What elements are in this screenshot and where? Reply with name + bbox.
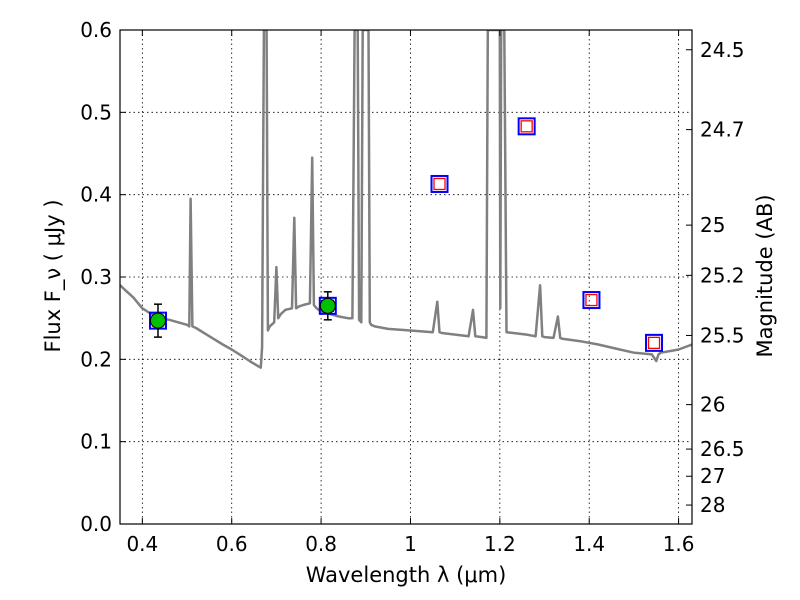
model-marker-outer — [517, 117, 536, 136]
y2-tick-label: 27 — [700, 464, 725, 488]
x-tick-label: 1.4 — [573, 532, 605, 556]
y2-tick-label: 26 — [700, 393, 725, 417]
y-axis-label: Flux F_ν ( μJy ) — [41, 199, 66, 352]
model-marker-inner — [585, 293, 598, 307]
spectrum-line — [120, 30, 692, 369]
markers — [148, 117, 664, 352]
x-tick-label: 0.4 — [126, 532, 158, 556]
axes: 0.4 0.6 0.8 1 1.2 1.4 1.6 0.0 0.1 0.2 0.3 0.4 0.5 0.6… — [80, 18, 744, 556]
y2-tick-label: 28 — [700, 493, 725, 517]
y2-tick-label: 25.5 — [700, 323, 745, 347]
y-tick-label: 0.4 — [80, 183, 112, 207]
x-tick-label: 1.2 — [484, 532, 516, 556]
model-marker-outer — [645, 333, 664, 352]
y-tick-label: 0.6 — [80, 18, 112, 42]
model-marker-inner — [433, 177, 446, 191]
y2-axis-label: Magnitude (AB) — [753, 194, 777, 357]
model-marker-outer — [582, 291, 601, 310]
plot-area — [120, 30, 692, 369]
x-axis-label: Wavelength λ (μm) — [306, 563, 507, 587]
model-marker-inner — [520, 120, 533, 133]
observed-point — [149, 312, 166, 329]
y2-tick-label: 25 — [700, 213, 725, 237]
y-tick-label: 0.1 — [80, 430, 112, 454]
y2-tick-label: 24.7 — [700, 118, 745, 142]
y-tick-label: 0.5 — [80, 100, 112, 124]
x-tick-label: 1 — [404, 532, 417, 556]
grid — [120, 30, 692, 524]
y2-tick-label: 25.2 — [700, 263, 745, 287]
model-marker-inner — [647, 336, 661, 350]
x-tick-label: 0.6 — [216, 532, 248, 556]
y-tick-label: 0.0 — [80, 512, 112, 536]
observed-point — [319, 297, 336, 314]
y-tick-label: 0.2 — [80, 347, 112, 371]
x-tick-label: 1.6 — [663, 532, 695, 556]
model-marker-outer — [430, 174, 449, 193]
y-tick-label: 0.3 — [80, 265, 112, 289]
y2-tick-label: 26.5 — [700, 437, 745, 461]
x-tick-label: 0.8 — [305, 532, 337, 556]
y2-tick-label: 24.5 — [700, 38, 745, 62]
